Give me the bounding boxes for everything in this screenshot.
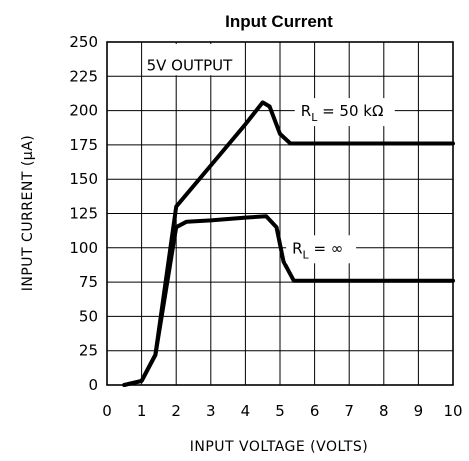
- x-tick-label: 0: [102, 402, 112, 420]
- y-tick-label: 100: [69, 239, 98, 257]
- y-tick-label: 225: [69, 67, 98, 85]
- x-tick-label: 8: [379, 402, 389, 420]
- x-tick-label: 1: [137, 402, 147, 420]
- x-tick-labels: 0 1 2 3 4 5 6 7 8 9 10: [102, 402, 462, 420]
- x-tick-label: 5: [275, 402, 285, 420]
- x-tick-label: 9: [414, 402, 424, 420]
- y-tick-label: 150: [69, 170, 98, 188]
- y-tick-label: 50: [79, 307, 98, 325]
- y-tick-label: 25: [79, 342, 98, 360]
- chart-title: Input Current: [225, 12, 333, 31]
- x-tick-label: 6: [310, 402, 320, 420]
- x-tick-label: 10: [443, 402, 462, 420]
- x-tick-label: 3: [206, 402, 216, 420]
- chart-annotation: 5V OUTPUT: [147, 56, 234, 74]
- y-tick-label: 175: [69, 136, 98, 154]
- y-tick-label: 125: [69, 205, 98, 223]
- x-tick-label: 4: [241, 402, 251, 420]
- y-tick-label: 200: [69, 102, 98, 120]
- y-tick-labels: 0 25 50 75 100 125 150 175 200 225 250: [69, 33, 98, 394]
- y-axis-label: INPUT CURRENT (μA): [20, 135, 36, 292]
- x-axis-label: INPUT VOLTAGE (VOLTS): [190, 439, 369, 455]
- y-tick-label: 0: [88, 376, 98, 394]
- x-tick-label: 2: [171, 402, 181, 420]
- x-tick-label: 7: [344, 402, 354, 420]
- y-tick-label: 75: [79, 273, 98, 291]
- y-tick-label: 250: [69, 33, 98, 51]
